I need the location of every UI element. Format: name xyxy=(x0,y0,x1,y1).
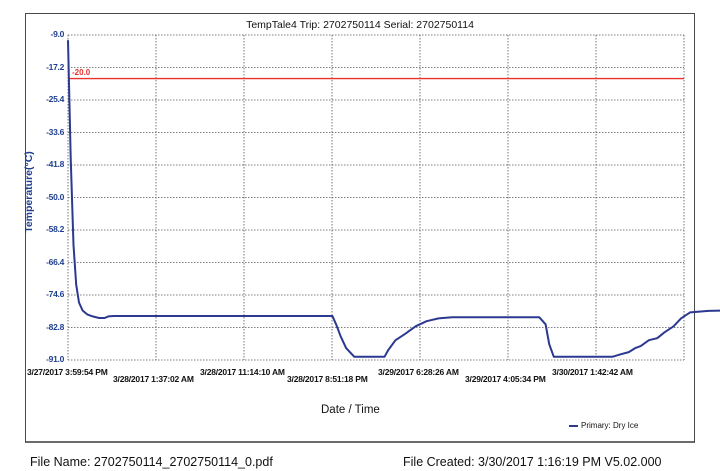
x-tick: 3/29/2017 6:28:26 AM xyxy=(378,367,459,377)
series-line-dry-ice xyxy=(67,40,720,358)
x-tick: 3/28/2017 1:37:02 AM xyxy=(113,374,194,384)
y-tick: -58.2 xyxy=(46,224,64,234)
legend-label: Primary: Dry Ice xyxy=(581,421,639,430)
limit-label: -20.0 xyxy=(72,68,91,77)
y-tick: -91.0 xyxy=(46,354,64,364)
x-tick: 3/29/2017 4:05:34 PM xyxy=(465,374,546,384)
x-axis-label: Date / Time xyxy=(321,404,380,416)
y-tick: -66.4 xyxy=(46,256,64,267)
chart-frame xyxy=(25,13,695,443)
legend: Primary: Dry Ice xyxy=(569,421,638,430)
chart-title: TempTale4 Trip: 2702750114 Serial: 27027… xyxy=(246,19,474,31)
y-tick: -41.8 xyxy=(46,159,64,169)
x-tick: 3/28/2017 11:14:10 AM xyxy=(200,367,285,377)
legend-swatch xyxy=(569,424,578,427)
y-tick: -50.0 xyxy=(46,191,64,202)
x-tick: 3/27/2017 3:59:54 PM xyxy=(27,367,108,377)
x-tick: 3/28/2017 8:51:18 PM xyxy=(287,374,368,384)
y-axis-label: Temperature(°C) xyxy=(23,151,35,233)
file-name: File Name: 2702750114_2702750114_0.pdf xyxy=(30,455,273,469)
y-tick: -25.4 xyxy=(46,94,64,104)
grid-lines xyxy=(67,34,685,361)
file-created: File Created: 3/30/2017 1:16:19 PM V5.02… xyxy=(403,455,662,469)
y-tick: -17.2 xyxy=(46,61,64,72)
y-tick: -9.0 xyxy=(50,29,65,39)
y-tick: -74.6 xyxy=(46,289,64,299)
y-tick: -82.8 xyxy=(46,321,64,332)
y-tick: -33.6 xyxy=(46,126,64,137)
x-tick: 3/30/2017 1:42:42 AM xyxy=(552,367,633,377)
